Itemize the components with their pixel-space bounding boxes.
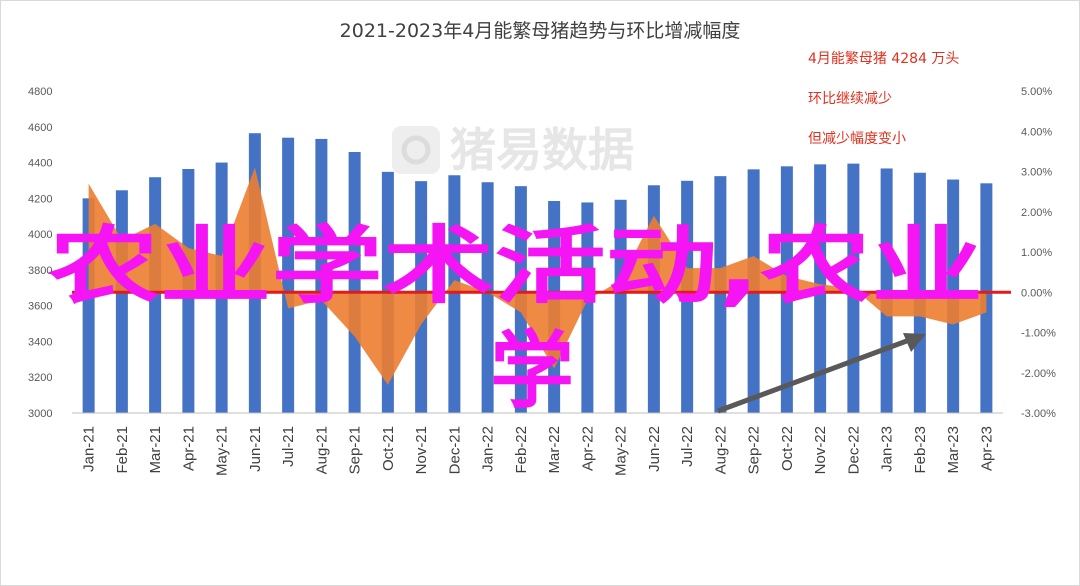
watermark: 猪易数据	[392, 123, 634, 177]
x-tick-Mar-21: Mar-21	[147, 426, 164, 474]
x-tick-Jun-22: Jun-22	[646, 426, 663, 472]
watermark-text: 猪易数据	[450, 123, 634, 177]
x-tick-Sep-22: Sep-22	[746, 426, 763, 474]
y-right-tick: 0.00%	[1021, 287, 1052, 299]
x-tick-Jan-22: Jan-22	[480, 426, 497, 472]
x-tick-Sep-21: Sep-21	[347, 426, 364, 474]
bar-Aug-22	[714, 176, 727, 413]
y-right-tick: -2.00%	[1021, 368, 1056, 380]
chart-title: 2021-2023年4月能繁母猪趋势与环比增减幅度	[340, 20, 741, 42]
y-right-tick: 3.00%	[1021, 167, 1052, 179]
bar-Aug-21	[315, 138, 328, 414]
annotation-smaller-decrease: 但减少幅度变小	[808, 131, 906, 147]
y-left-tick-4200: 4200	[28, 193, 52, 205]
y-left-tick-4400: 4400	[28, 158, 52, 170]
x-tick-Jan-23: Jan-23	[879, 426, 896, 472]
trend-arrow	[717, 333, 926, 414]
y-left-tick-3600: 3600	[28, 301, 52, 313]
annotation-sow-count: 4月能繁母猪 4284 万头	[808, 51, 959, 67]
bar-May-22	[614, 199, 627, 413]
pig-logo-icon	[392, 126, 440, 174]
x-tick-Aug-22: Aug-22	[712, 426, 729, 474]
bar-Dec-21	[448, 175, 461, 413]
x-tick-Nov-22: Nov-22	[812, 426, 829, 474]
bar-Jan-22	[481, 182, 494, 413]
x-tick-Feb-23: Feb-23	[912, 426, 929, 474]
x-tick-Aug-21: Aug-21	[313, 426, 330, 474]
x-tick-Mar-22: Mar-22	[546, 426, 563, 474]
x-tick-Dec-21: Dec-21	[446, 426, 463, 474]
x-tick-May-21: May-21	[214, 426, 231, 476]
x-tick-Dec-22: Dec-22	[845, 426, 862, 474]
overlay-line-2: 学	[490, 322, 574, 420]
x-tick-Apr-22: Apr-22	[579, 426, 596, 471]
x-tick-Mar-23: Mar-23	[945, 426, 962, 474]
x-tick-Jul-21: Jul-21	[280, 426, 297, 467]
x-tick-Nov-21: Nov-21	[413, 426, 430, 474]
y-right-tick: -3.00%	[1021, 408, 1056, 420]
y-left-tick-4000: 4000	[28, 229, 52, 241]
bar-Jul-22	[681, 180, 694, 413]
x-tick-Apr-23: Apr-23	[978, 426, 995, 471]
y-right-tick: 2.00%	[1021, 207, 1052, 219]
plot-area: 3000 3200 3400 3600 3800 4000 4200 4400 4600 4800…	[28, 86, 1056, 476]
y-left-tick-4600: 4600	[28, 122, 52, 134]
x-tick-Jul-22: Jul-22	[679, 426, 696, 467]
y-left-tick-3200: 3200	[28, 372, 52, 384]
annotations: 4月能繁母猪 4284 万头 环比继续减少 但减少幅度变小	[808, 51, 959, 147]
overlay-text: 农业学术活动,农业 学	[48, 217, 983, 420]
y-left-tick-3000: 3000	[28, 408, 52, 420]
x-tick-Jan-21: Jan-21	[81, 426, 98, 472]
x-tick-May-22: May-22	[613, 426, 630, 476]
y-right-tick: 4.00%	[1021, 126, 1052, 138]
x-tick-Oct-21: Oct-21	[380, 426, 397, 471]
x-tick-Jun-21: Jun-21	[247, 426, 264, 472]
annotation-continued-decrease: 环比继续减少	[808, 90, 892, 107]
overlay-line-1: 农业学术活动,农业	[48, 217, 983, 315]
area-mom-change	[88, 167, 987, 385]
bar-Sep-21	[348, 152, 361, 414]
x-tick-Oct-22: Oct-22	[779, 426, 796, 471]
x-tick-Apr-21: Apr-21	[180, 426, 197, 471]
x-tick-Feb-22: Feb-22	[513, 426, 530, 474]
y-left-tick-4800: 4800	[28, 86, 52, 98]
x-tick-Feb-21: Feb-21	[114, 426, 131, 474]
y-right-tick: -1.00%	[1021, 328, 1056, 340]
y-right-tick: 1.00%	[1021, 247, 1052, 259]
y-right-tick: 5.00%	[1021, 86, 1052, 98]
bar-Jul-21	[282, 137, 295, 413]
bar-Apr-22	[581, 202, 594, 413]
y-left-tick-3400: 3400	[28, 336, 52, 348]
y-left-tick-3800: 3800	[28, 265, 52, 277]
